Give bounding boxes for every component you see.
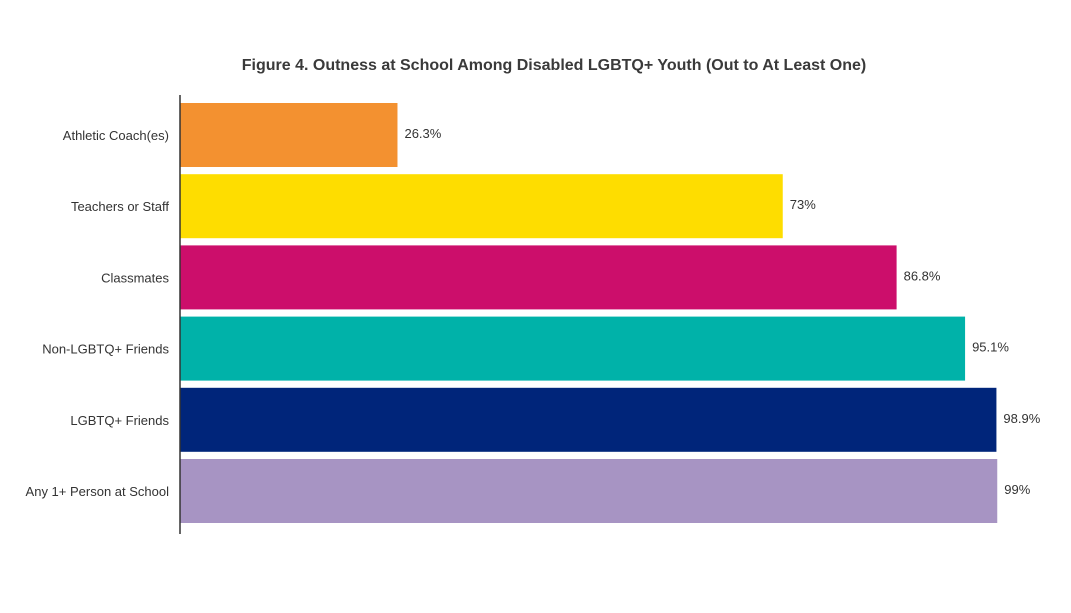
bar [180, 387, 997, 452]
bar [180, 316, 966, 381]
value-label: 95.1% [972, 340, 1009, 355]
bar [180, 245, 897, 310]
category-label: Teachers or Staff [71, 199, 169, 214]
category-label: Non-LGBTQ+ Friends [42, 342, 169, 357]
category-label: Athletic Coach(es) [63, 128, 169, 143]
bars-layer: Athletic Coach(es) 26.3% Teachers or Staff… [26, 103, 1041, 523]
bar [180, 459, 998, 523]
bar [180, 103, 398, 167]
category-label: Any 1+ Person at School [26, 484, 170, 499]
value-label: 73% [790, 197, 816, 212]
category-label: LGBTQ+ Friends [70, 413, 169, 428]
value-label: 86.8% [904, 268, 941, 283]
value-label: 98.9% [1003, 411, 1040, 426]
chart-title: Figure 4. Outness at School Among Disabl… [242, 57, 866, 74]
bar [180, 174, 783, 239]
category-label: Classmates [101, 270, 169, 285]
value-label: 26.3% [404, 126, 441, 141]
value-label: 99% [1004, 482, 1030, 497]
